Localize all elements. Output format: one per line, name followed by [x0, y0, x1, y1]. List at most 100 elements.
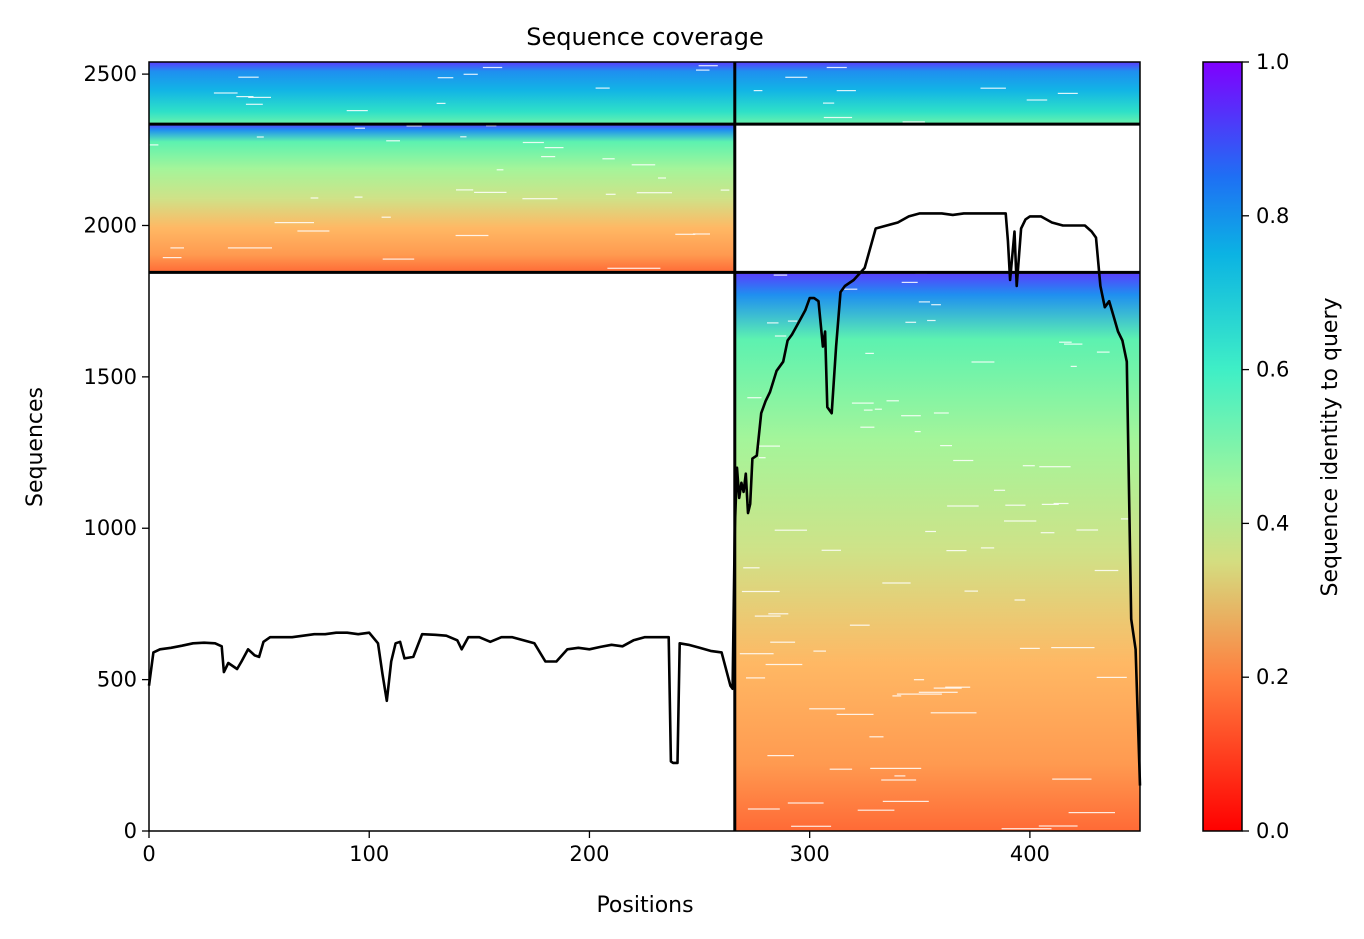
gap-mark: [602, 158, 615, 160]
gap-mark: [1051, 647, 1095, 649]
plot-area: [147, 61, 1142, 832]
gap-mark: [753, 90, 763, 92]
gap-mark: [927, 319, 936, 322]
gap-mark: [892, 695, 902, 697]
gap-mark: [1019, 647, 1040, 649]
gap-mark: [894, 775, 906, 777]
gap-mark: [1070, 365, 1077, 367]
gap-mark: [905, 321, 917, 323]
gap-mark: [933, 412, 949, 414]
gap-mark: [774, 529, 807, 531]
gap-mark: [767, 755, 794, 757]
y-tick-label: 2500: [84, 62, 137, 86]
gap-mark: [274, 222, 314, 224]
gap-mark: [522, 198, 558, 200]
gap-mark: [437, 77, 454, 79]
gap-mark: [918, 691, 958, 693]
axes-frame: [148, 61, 1141, 832]
colorbar-label: Sequence identity to query: [1318, 297, 1343, 596]
gap-mark: [980, 87, 1006, 89]
gap-mark: [881, 779, 917, 781]
gap-mark: [436, 102, 446, 104]
x-tick-label: 0: [142, 842, 155, 866]
gap-mark: [486, 125, 497, 127]
gap-mark: [245, 103, 263, 105]
coverage-blocks: [149, 62, 1140, 831]
gap-mark: [829, 768, 853, 770]
gap-mark: [747, 397, 762, 399]
gap-mark: [914, 431, 921, 433]
gap-mark: [1014, 599, 1026, 601]
gap-mark: [1068, 812, 1115, 814]
gap-mark: [256, 136, 264, 138]
gap-mark: [482, 66, 503, 69]
gap-mark: [382, 258, 415, 260]
chain-boundaries: [149, 62, 1140, 831]
gap-mark: [698, 65, 718, 67]
gap-mark: [310, 197, 319, 199]
gap-mark: [759, 445, 780, 447]
gap-mark: [658, 177, 666, 179]
y-tick-label: 0: [124, 819, 137, 843]
gap-mark: [946, 550, 967, 552]
gap-mark: [994, 489, 1006, 491]
gap-mark: [354, 196, 363, 198]
coverage-line: [147, 212, 1142, 786]
gap-mark: [980, 547, 995, 549]
gap-mark: [496, 169, 504, 171]
gap-mark: [1040, 532, 1055, 534]
gap-mark: [918, 301, 930, 303]
y-axis-ticks: 0 500 1000 1500 2000 2500: [84, 62, 149, 843]
gap-mark: [1026, 99, 1048, 101]
gap-mark: [406, 125, 422, 127]
gap-mark: [170, 247, 184, 249]
gap-mark: [836, 713, 874, 715]
gap-mark: [541, 156, 556, 158]
gap-mark: [773, 274, 788, 276]
gap-mark: [836, 90, 856, 92]
gap-mark: [785, 76, 808, 78]
gap-mark: [901, 281, 918, 283]
colorbar-tick-label: 0.0: [1256, 819, 1289, 843]
gap-mark: [354, 127, 365, 129]
gap-mark: [765, 663, 803, 666]
gap-mark: [739, 653, 774, 655]
gap-mark: [849, 624, 870, 626]
gap-mark: [743, 567, 760, 569]
gap-mark: [386, 140, 400, 142]
gap-mark: [882, 582, 911, 584]
gap-mark: [826, 66, 847, 69]
gap-mark: [774, 335, 787, 337]
gap-mark: [631, 164, 656, 166]
gap-mark: [886, 400, 899, 402]
gap-mark: [821, 549, 841, 551]
gap-mark: [857, 809, 895, 811]
y-tick-label: 500: [97, 668, 137, 692]
gap-texture: [149, 65, 1130, 830]
gap-mark: [851, 402, 874, 404]
gap-mark: [595, 87, 610, 89]
x-axis-label: Positions: [596, 893, 693, 918]
gap-mark: [945, 686, 971, 688]
gap-mark: [1022, 465, 1035, 467]
gap-mark: [1038, 825, 1078, 827]
gap-mark: [1004, 520, 1037, 522]
gap-mark: [874, 408, 882, 410]
gap-mark: [248, 96, 271, 98]
gap-mark: [746, 677, 766, 679]
colorbar-tick-label: 1.0: [1256, 50, 1289, 74]
gap-mark: [381, 216, 391, 218]
gap-mark: [758, 457, 766, 459]
gap-mark: [844, 288, 858, 290]
gap-mark: [787, 320, 798, 322]
gap-mark: [162, 257, 182, 259]
gap-mark: [1052, 778, 1092, 780]
y-tick-label: 1500: [84, 365, 137, 389]
x-tick-label: 200: [569, 842, 609, 866]
gap-mark: [931, 304, 941, 306]
gap-mark: [607, 267, 661, 269]
gap-mark: [236, 96, 254, 98]
gap-mark: [870, 767, 922, 769]
gap-mark: [863, 409, 873, 411]
